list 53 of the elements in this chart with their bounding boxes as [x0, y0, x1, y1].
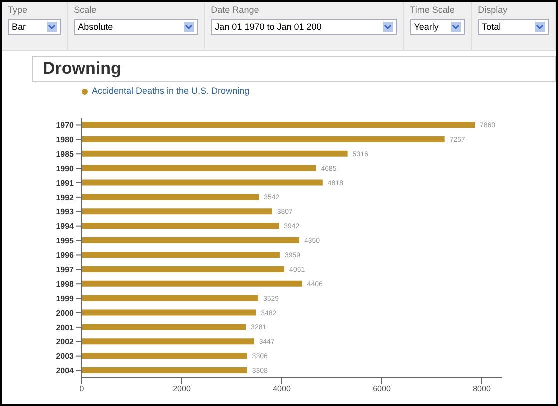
y-tick-label: 1980: [56, 136, 75, 145]
y-tick-label: 1999: [56, 294, 75, 304]
y-tick-label: 1993: [56, 208, 75, 217]
y-tick-label: 1970: [56, 121, 75, 130]
x-tick-label: 0: [80, 384, 85, 394]
bar: [82, 252, 280, 258]
select-field: Yearly: [410, 19, 466, 35]
bar: [82, 223, 280, 230]
text: Type: [8, 5, 29, 15]
bar: [82, 324, 246, 330]
bar: [82, 295, 258, 302]
y-tick-label: 1998: [56, 280, 75, 289]
bar: [82, 180, 323, 186]
bar: [82, 310, 256, 316]
bar: [82, 280, 302, 287]
text: Display: [478, 5, 509, 15]
select-field: Absolute: [74, 19, 198, 35]
select-field: Bar: [8, 19, 62, 35]
y-tick-label: 2004: [56, 366, 75, 376]
bar: [82, 238, 300, 244]
x-tick-label: 6000: [373, 384, 392, 394]
y-tick-label: 2002: [56, 338, 75, 347]
y-tick-label: 1995: [56, 236, 75, 246]
y-tick-label: 1992: [56, 193, 75, 202]
text: Scale: [74, 5, 98, 15]
y-tick-label: 2003: [56, 352, 75, 362]
bar: [82, 266, 285, 272]
y-tick-label: 1997: [56, 266, 75, 275]
bar: [82, 368, 248, 374]
bar: [82, 136, 445, 142]
bar: [82, 208, 272, 215]
y-tick-label: 2001: [56, 323, 75, 332]
bar: [82, 194, 260, 200]
y-tick-label: 1996: [56, 251, 75, 260]
y-tick-label: 1991: [56, 178, 75, 188]
x-tick-label: 2000: [173, 384, 192, 394]
text: Time Scale: [410, 5, 456, 15]
y-tick-label: 2000: [56, 308, 75, 318]
x-tick-label: 4000: [273, 384, 292, 394]
bar: [82, 338, 254, 345]
bar: [82, 150, 348, 157]
y-tick-label: 1994: [56, 222, 75, 232]
select-field: Jan 01 1970 to Jan 01 200: [211, 19, 398, 35]
chart-title: Drowning: [32, 56, 556, 82]
legend-label: Accidental Deaths in the U.S. Drowning: [92, 86, 250, 96]
select-field: Total: [478, 19, 549, 35]
y-tick-label: 1985: [56, 150, 75, 159]
x-tick-label: 8000: [473, 384, 492, 394]
bar: [82, 122, 475, 128]
bar: [82, 165, 316, 172]
text: Date Range: [211, 5, 260, 15]
y-tick-label: 1990: [56, 164, 75, 174]
bar: [82, 353, 248, 360]
